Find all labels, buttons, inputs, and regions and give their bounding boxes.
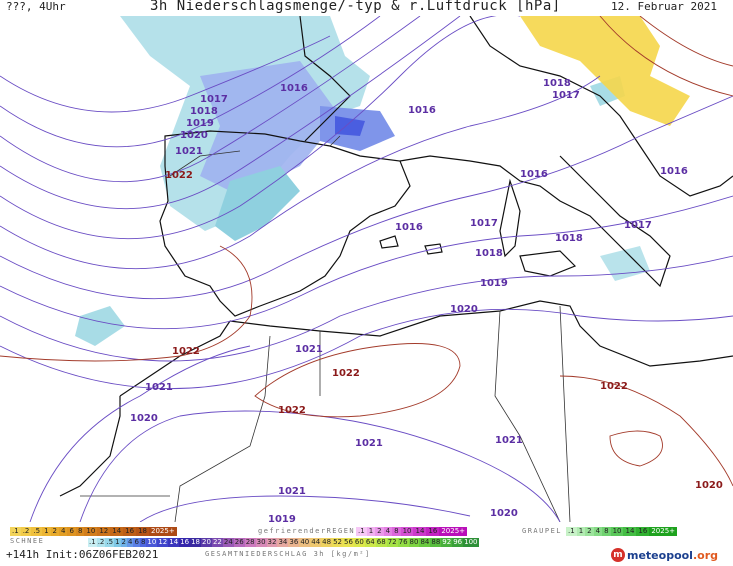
- meteopool-logo-icon: m: [611, 548, 625, 562]
- isobar-label: 1020: [180, 130, 208, 141]
- isobar-label: 1022: [172, 346, 200, 357]
- isobar-label: 1016: [280, 83, 308, 94]
- model-run: +141h Init:06Z06FEB2021: [6, 548, 159, 561]
- snow-label: SCHNEE: [10, 537, 45, 545]
- isobar-label: 1021: [175, 146, 203, 157]
- isobar-label: 1022: [165, 170, 193, 181]
- isobar-label: 1021: [355, 438, 383, 449]
- isobar-label: 1019: [268, 514, 296, 522]
- isobar-label: 1019: [480, 278, 508, 289]
- isobar-label: 1019: [186, 118, 214, 129]
- snow-scale: .1 .2 .5 1 2 4 6 8 10 12 14 16 18 2025+: [10, 527, 177, 536]
- isobar-label: 1021: [145, 382, 173, 393]
- isobar-label: 1022: [278, 405, 306, 416]
- country-borders: [80, 135, 571, 522]
- isobar-label: 1016: [408, 105, 436, 116]
- isobar-label: 1021: [295, 344, 323, 355]
- isobar-label: 1021: [495, 435, 523, 446]
- isobar-label: 1018: [475, 248, 503, 259]
- meteopool-logo[interactable]: meteopool.org: [627, 549, 719, 562]
- isobar-label: 1017: [200, 94, 228, 105]
- isobar-label: 1017: [552, 90, 580, 101]
- graupel-label: GRAUPEL: [522, 527, 563, 535]
- isobar-label: 1020: [130, 413, 158, 424]
- total-precip-scale: .1 .2 .5 1 2 4 6 8 10 12 14 16 18 20 22 …: [88, 538, 479, 547]
- isobar-label: 1022: [332, 368, 360, 379]
- freezing-rain-label: gefrierenderREGEN: [258, 527, 356, 535]
- isobar-labels: 1016 1017 1018 1019 1020 1021 1022 1016 …: [130, 78, 723, 522]
- isobar-label: 1020: [450, 304, 478, 315]
- isobar-label: 1016: [520, 169, 548, 180]
- map-title: 3h Niederschlagsmenge/-typ & r.Luftdruck…: [150, 0, 561, 14]
- isobar-label: 1018: [543, 78, 571, 89]
- isobar-label: 1022: [600, 381, 628, 392]
- map-date: 12. Februar 2021: [611, 0, 717, 13]
- precip-legend: .1 .2 .5 1 2 4 6 8 10 12 14 16 18 2025+ …: [0, 522, 733, 566]
- isobar-label: 1021: [278, 486, 306, 497]
- isobar-label: 1017: [470, 218, 498, 229]
- isobar-label: 1018: [190, 106, 218, 117]
- isobar-label: 1020: [490, 508, 518, 519]
- map-header: ???, 4Uhr 3h Niederschlagsmenge/-typ & r…: [0, 0, 733, 16]
- valid-time: ???, 4Uhr: [6, 0, 66, 13]
- isobar-label: 1016: [660, 166, 688, 177]
- isobar-label: 1017: [624, 220, 652, 231]
- isobars: [0, 16, 733, 522]
- precipitation-areas: [75, 16, 690, 346]
- isobar-label: 1016: [395, 222, 423, 233]
- graupel-scale: .1 1 2 4 8 10 14 16 2025+: [566, 527, 678, 536]
- freezing-rain-scale: .1 1 2 4 8 10 14 16 2025+: [356, 527, 468, 536]
- pressure-precip-map: 1016 1017 1018 1019 1020 1021 1022 1016 …: [0, 16, 733, 522]
- isobar-label: 1018: [555, 233, 583, 244]
- total-precip-label: GESAMTNIEDERSCHLAG 3h [kg/m²]: [205, 550, 371, 558]
- isobar-label: 1020: [695, 480, 723, 491]
